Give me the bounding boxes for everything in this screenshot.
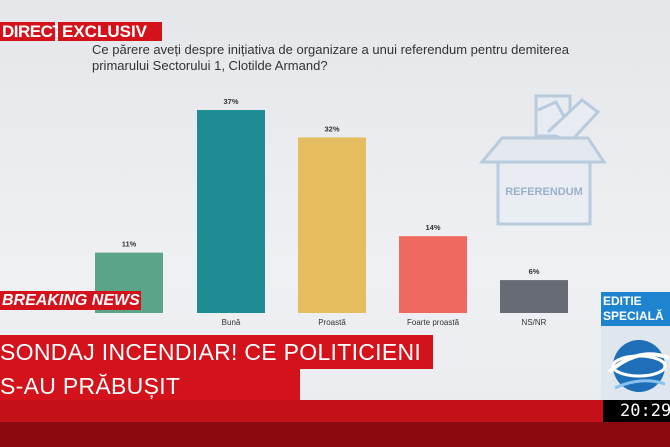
edition-badge-line-2: SPECIALĂ	[603, 309, 664, 323]
clock: 20:29	[603, 400, 670, 422]
breaking-news-label: BREAKING NEWS	[0, 291, 141, 310]
direct-tag: DIRECT	[0, 22, 63, 41]
exclusiv-tag: EXCLUSIV	[58, 22, 162, 41]
category-label-4: Foarte proastă	[407, 318, 460, 327]
edition-badge: EDITIE SPECIALĂ	[601, 292, 670, 326]
headline-background	[0, 369, 300, 400]
bar-value-label-1: 11%	[122, 240, 137, 249]
headline-line-2: S-AU PRĂBUȘIT	[0, 373, 181, 399]
headline-line-1: SONDAJ INCENDIAR! CE POLITICIENI	[0, 339, 422, 365]
bar-5	[500, 280, 568, 313]
category-label-2: Bună	[222, 318, 241, 327]
ballot-box-label: REFERENDUM	[505, 186, 583, 198]
category-label-5: NS/NR	[522, 318, 547, 327]
poll-question: Ce părere aveți despre inițiativa de org…	[92, 42, 569, 73]
bottom-bar	[0, 422, 670, 447]
bar-4	[399, 236, 467, 313]
bar-3	[298, 137, 366, 313]
ticker-bar	[0, 400, 603, 422]
globe-icon	[601, 326, 670, 400]
ballot-box-icon: REFERENDUM	[478, 94, 607, 226]
bar-value-label-3: 32%	[324, 124, 339, 133]
edition-badge-line-1: EDITIE	[603, 294, 642, 308]
bar-value-label-5: 6%	[529, 267, 540, 276]
headline-background	[0, 335, 433, 369]
bar-2	[197, 110, 265, 313]
bar-value-label-2: 37%	[223, 97, 238, 106]
category-label-3: Proastă	[318, 318, 346, 327]
bar-value-label-4: 14%	[425, 223, 440, 232]
